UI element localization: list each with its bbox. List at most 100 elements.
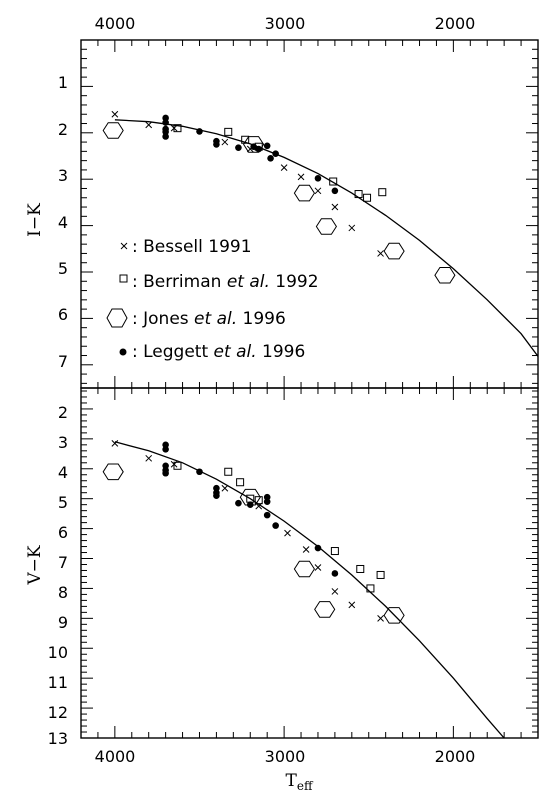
marker-hexagon: [383, 242, 405, 260]
bottom-x-tick-labels: 4000 3000 2000: [95, 747, 476, 766]
top-y-tick-label: 4: [58, 213, 68, 232]
bottom-y-tick-label: 8: [58, 583, 68, 602]
marker-dot: [213, 141, 220, 148]
marker-dot: [196, 128, 203, 135]
marker-cross: [348, 224, 356, 232]
bottom-y-tick-label: 13: [48, 729, 68, 748]
marker-square: [366, 584, 375, 593]
marker-dot: [196, 468, 203, 476]
marker-square: [236, 478, 245, 487]
marker-dot: [162, 128, 169, 136]
marker-dot: [314, 544, 322, 552]
top-y-tick-label: 5: [58, 259, 68, 278]
bottom-y-tick-label: 4: [58, 463, 68, 482]
x-axis-label: Teff: [286, 771, 314, 793]
marker-dot: [263, 142, 271, 150]
marker-dot: [213, 492, 220, 499]
marker-cross-stroke: [221, 138, 229, 146]
top-panel-frame: [80, 39, 539, 389]
marker-cross: [280, 164, 288, 171]
marker-dot: [246, 501, 254, 508]
legend-label-jones: : Jones et al. 1996: [132, 309, 286, 329]
marker-dot: [235, 499, 242, 507]
axis-ticks: [80, 39, 539, 739]
marker-cross: [348, 601, 356, 609]
legend-symbol-cross: [120, 242, 128, 250]
top-y-tick-label: 3: [58, 166, 68, 185]
bottom-x-tick-label: 2000: [435, 747, 476, 766]
marker-square: [356, 564, 365, 573]
marker-cross-stroke: [302, 546, 310, 553]
top-y-tick-label: 1: [58, 73, 68, 92]
marker-dot: [162, 469, 169, 477]
marker-cross: [314, 187, 322, 195]
marker-hexagon: [293, 560, 315, 578]
marker-square: [224, 467, 233, 476]
marker-cross-stroke: [331, 588, 339, 595]
marker-dot: [267, 155, 274, 162]
marker-cross-stroke: [314, 564, 322, 571]
marker-dot: [331, 570, 339, 577]
top-x-tick-label: 4000: [95, 14, 136, 33]
legend-label-leggett: : Leggett et al. 1996: [132, 342, 305, 362]
marker-cross-stroke: [297, 173, 305, 181]
marker-square: [173, 124, 182, 133]
bottom-y-tick-label: 3: [58, 433, 68, 452]
marker-cross: [145, 121, 153, 129]
bottom-y-tick-label: 10: [48, 643, 68, 662]
marker-dot: [162, 446, 169, 453]
marker-cross: [221, 138, 229, 146]
bottom-y-tick-label: 5: [58, 493, 68, 512]
top-y-tick-label: 2: [58, 120, 68, 139]
bottom-y-tick-label: 11: [48, 673, 68, 692]
bottom-panel-frame: [80, 387, 539, 739]
legend-label-berriman: : Berriman et al. 1992: [132, 272, 319, 292]
x-axis-label-subscript: eff: [297, 779, 314, 793]
marker-square: [363, 193, 372, 202]
marker-dot: [331, 187, 339, 195]
marker-hexagon: [383, 607, 405, 624]
marker-cross: [145, 454, 153, 462]
marker-cross: [302, 546, 310, 553]
marker-hexagon: [434, 267, 456, 284]
marker-cross-stroke: [377, 614, 384, 622]
top-x-tick-labels: 4000 3000 2000: [95, 14, 476, 33]
marker-cross-stroke: [331, 203, 339, 211]
legend-label-bessell: : Bessell 1991: [132, 237, 252, 257]
marker-cross: [111, 439, 119, 447]
marker-square: [241, 135, 250, 144]
marker-square: [254, 496, 263, 505]
marker-cross: [111, 110, 119, 118]
marker-cross: [331, 588, 339, 595]
marker-cross-stroke: [314, 187, 322, 195]
top-y-tick-label: 6: [58, 305, 68, 324]
marker-cross-stroke: [284, 529, 291, 537]
marker-cross: [377, 614, 384, 622]
marker-dot: [263, 498, 271, 505]
marker-hexagon: [102, 463, 124, 481]
marker-dot: [272, 150, 279, 157]
bottom-y-tick-label: 12: [48, 703, 68, 722]
marker-dot: [162, 114, 169, 122]
fit-curve: [114, 441, 505, 738]
marker-cross-stroke: [145, 454, 153, 462]
top-x-tick-label: 2000: [435, 14, 476, 33]
marker-square: [378, 188, 387, 197]
marker-cross-stroke: [377, 250, 384, 257]
marker-cross-stroke: [111, 110, 119, 118]
top-y-axis-label: I−K: [25, 203, 45, 237]
marker-cross: [297, 173, 305, 181]
marker-hexagon: [314, 601, 336, 618]
marker-hexagon: [102, 122, 124, 139]
marker-dot: [255, 145, 263, 153]
x-axis-label-main: T: [286, 771, 298, 791]
bottom-y-tick-label: 2: [58, 403, 68, 422]
bottom-panel-plot: [102, 439, 505, 738]
bottom-x-tick-label: 4000: [95, 747, 136, 766]
marker-cross: [221, 484, 229, 492]
top-x-tick-label: 3000: [265, 14, 306, 33]
bottom-x-tick-label: 3000: [265, 747, 306, 766]
marker-square: [330, 547, 339, 556]
legend-symbol-dot: [119, 348, 127, 356]
